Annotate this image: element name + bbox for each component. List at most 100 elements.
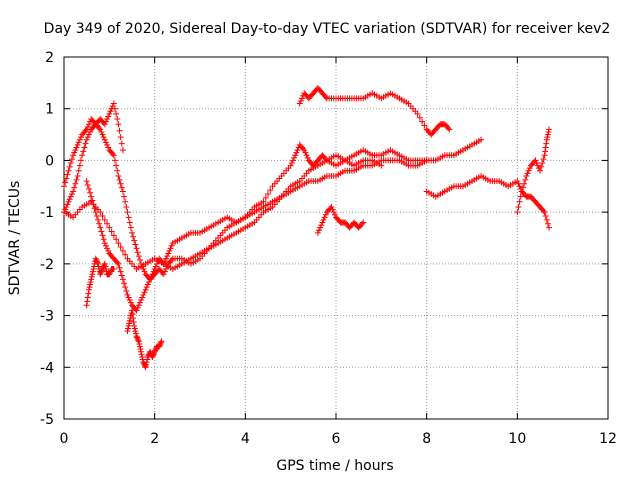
data-point-track-7 — [360, 219, 367, 226]
data-point-track-4 — [93, 258, 100, 265]
data-point-track-3 — [138, 297, 145, 304]
data-point-track-5 — [132, 328, 139, 335]
data-point-track-3 — [115, 260, 122, 267]
data-point-track-3 — [101, 240, 108, 247]
data-point-track-3 — [135, 302, 142, 309]
data-point-track-1 — [72, 147, 79, 154]
data-point-track-4 — [90, 266, 97, 273]
data-point-track-9 — [533, 160, 540, 167]
data-point-track-1 — [161, 258, 168, 265]
data-point-track-1 — [303, 152, 310, 159]
data-point-track-3 — [116, 264, 123, 271]
data-point-track-2 — [110, 232, 117, 239]
data-point-track-8 — [514, 178, 521, 185]
data-point-track-10 — [112, 105, 118, 112]
data-point-track-1 — [166, 247, 173, 254]
x-tick-label: 2 — [150, 431, 159, 447]
y-tick-label: -1 — [40, 205, 54, 221]
data-point-track-4 — [92, 255, 99, 262]
data-point-track-9 — [538, 163, 545, 170]
data-point-track-9 — [526, 165, 533, 172]
data-point-track-1 — [291, 154, 298, 161]
data-point-track-7 — [319, 219, 326, 226]
data-point-track-10 — [80, 148, 87, 155]
data-point-track-4 — [88, 273, 95, 280]
data-point-track-7 — [316, 227, 322, 234]
data-point-track-9 — [544, 131, 551, 138]
data-point-track-4 — [83, 302, 90, 309]
data-point-track-1 — [294, 147, 301, 154]
data-point-track-2 — [99, 213, 106, 220]
data-point-track-4 — [86, 284, 93, 291]
data-point-track-3 — [118, 272, 125, 279]
data-point-track-5 — [156, 343, 163, 350]
data-point-track-1 — [99, 131, 106, 138]
data-point-track-1 — [292, 152, 299, 159]
gridlines — [64, 57, 608, 419]
data-point-track-1 — [118, 184, 125, 191]
data-point-track-10 — [102, 118, 109, 125]
data-point-track-10 — [119, 147, 126, 154]
data-point-track-10 — [81, 144, 88, 151]
data-point-track-2 — [106, 224, 113, 231]
data-point-track-1 — [124, 209, 131, 216]
data-point-track-1 — [64, 171, 71, 178]
data-point-track-5 — [128, 309, 135, 316]
data-point-track-6 — [297, 97, 304, 104]
data-point-track-5 — [150, 351, 157, 358]
data-point-track-1 — [84, 123, 91, 130]
data-point-track-5 — [139, 353, 146, 360]
data-point-track-1 — [68, 156, 75, 163]
data-point-track-10 — [79, 152, 86, 159]
data-point-track-5 — [157, 339, 164, 346]
data-point-track-1 — [134, 249, 141, 256]
x-tick-label: 6 — [332, 431, 341, 447]
data-point-track-1 — [105, 144, 112, 151]
data-point-track-10 — [74, 172, 81, 179]
data-point-track-5 — [152, 347, 159, 354]
data-point-track-3 — [143, 284, 150, 291]
data-point-track-3 — [89, 197, 96, 204]
data-point-track-3 — [91, 205, 98, 212]
data-point-track-1 — [62, 179, 69, 186]
data-point-track-1 — [109, 150, 116, 157]
data-point-track-10 — [64, 201, 71, 208]
data-point-track-3 — [96, 220, 103, 227]
data-point-track-8 — [543, 216, 550, 223]
data-point-track-7 — [320, 216, 327, 223]
data-point-track-1 — [67, 160, 74, 167]
data-point-track-1 — [302, 149, 309, 156]
data-point-track-9 — [525, 167, 532, 174]
data-point-track-3 — [100, 236, 107, 243]
data-point-track-2 — [113, 236, 120, 243]
data-point-track-5 — [143, 361, 150, 368]
data-point-track-4 — [102, 266, 109, 273]
data-point-track-4 — [95, 260, 101, 267]
data-point-track-1 — [164, 253, 171, 260]
data-point-track-5 — [142, 364, 149, 371]
y-tick-label: 0 — [45, 153, 54, 169]
data-point-track-3 — [93, 213, 100, 220]
data-point-track-6 — [416, 114, 423, 121]
data-point-track-10 — [117, 134, 124, 141]
data-point-track-1 — [478, 136, 485, 143]
data-point-track-1 — [71, 149, 78, 156]
data-point-track-9 — [515, 203, 522, 210]
data-point-track-1 — [267, 187, 274, 194]
data-point-track-1 — [101, 136, 108, 143]
data-point-track-3 — [90, 201, 97, 208]
data-point-track-1 — [82, 127, 89, 134]
x-tick-label: 10 — [508, 431, 526, 447]
data-point-track-3 — [164, 263, 171, 270]
data-point-track-1 — [61, 183, 67, 190]
data-point-track-3 — [99, 232, 106, 239]
data-point-track-10 — [113, 110, 120, 117]
data-point-track-9 — [521, 180, 528, 187]
x-tick-label: 12 — [599, 431, 617, 447]
data-point-track-1 — [135, 253, 142, 260]
data-point-track-10 — [114, 116, 121, 123]
data-point-track-1 — [301, 147, 308, 154]
data-point-track-3 — [126, 297, 133, 304]
data-point-track-2 — [423, 157, 430, 164]
